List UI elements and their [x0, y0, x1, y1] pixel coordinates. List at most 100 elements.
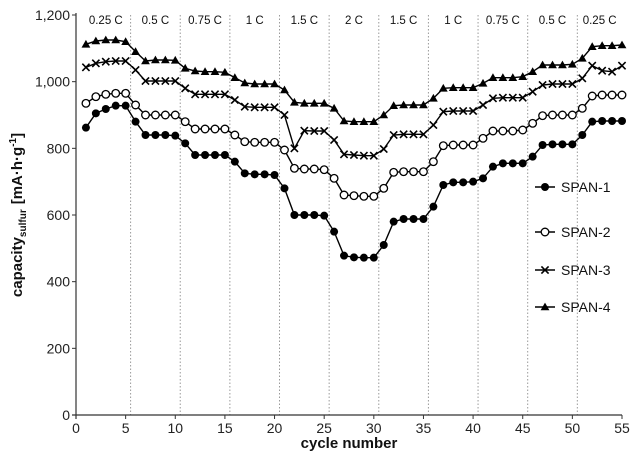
data-point [389, 130, 398, 140]
data-point [349, 253, 358, 262]
data-point [597, 41, 607, 49]
data-point [478, 78, 488, 87]
y-axis-title-superscript: -1 [8, 137, 19, 146]
data-point [200, 67, 210, 75]
data-point [488, 126, 498, 136]
x-tick-label: 55 [614, 420, 630, 436]
x-axis-title: cycle number [301, 435, 398, 452]
data-point [409, 100, 418, 109]
legend-item: SPAN-2 [535, 224, 611, 240]
data-point [171, 131, 180, 140]
data-point [479, 174, 488, 183]
data-point [458, 83, 468, 91]
x-tick-label: 20 [267, 420, 283, 436]
data-point [598, 117, 607, 125]
legend-marker [540, 227, 550, 237]
y-tick-label: 1,200 [35, 7, 70, 23]
data-point [121, 101, 130, 110]
data-point [171, 76, 180, 86]
data-point [577, 103, 587, 113]
data-point [578, 131, 587, 139]
data-point [548, 60, 557, 69]
data-point [449, 178, 458, 187]
data-point [528, 118, 538, 128]
data-point [488, 162, 497, 171]
data-point [349, 150, 359, 160]
series-span-3 [81, 56, 627, 160]
c-rate-label: 0.75 C [188, 15, 222, 27]
data-point [150, 110, 160, 120]
data-point [121, 37, 131, 45]
data-point [508, 73, 518, 81]
data-point [349, 191, 359, 201]
data-point [91, 109, 100, 118]
data-point [121, 88, 131, 98]
data-point [289, 163, 299, 173]
data-point [320, 126, 329, 136]
legend: SPAN-1 SPAN-2 SPAN-3 SPAN-4 [535, 179, 611, 315]
data-point [498, 73, 508, 81]
data-point [330, 227, 339, 236]
c-rate-labels: 0.25 C 0.5 C 0.75 C 1 C 1.5 C 2 C 1.5 C 1 C 0.75… [89, 15, 617, 27]
c-rate-label: 0.25 C [89, 15, 123, 27]
data-point [220, 90, 230, 99]
c-rate-label: 0.5 C [539, 15, 567, 27]
y-tick-label: 600 [47, 207, 71, 223]
data-point [200, 124, 210, 134]
data-point [607, 67, 617, 76]
data-point [101, 105, 110, 113]
data-point [438, 141, 448, 151]
data-point [81, 123, 90, 132]
data-point [548, 140, 557, 149]
data-point [320, 211, 329, 220]
data-point [210, 124, 220, 134]
data-point [399, 215, 408, 223]
data-point [419, 100, 428, 109]
data-point [379, 183, 389, 193]
series-line [85, 104, 622, 259]
data-point [151, 76, 160, 86]
data-point [260, 103, 269, 112]
legend-label: SPAN-3 [561, 262, 611, 278]
data-point [111, 88, 121, 98]
data-point [101, 89, 111, 99]
y-tick-label: 200 [47, 340, 71, 356]
legend-label: SPAN-1 [561, 179, 611, 195]
data-point [230, 95, 240, 105]
y-axis-title-unit: [mA·h·g [9, 147, 26, 204]
data-point [567, 110, 577, 120]
data-point [558, 60, 567, 69]
data-point [399, 167, 409, 177]
c-rate-label: 1 C [444, 15, 462, 27]
y-tick-label: 400 [47, 274, 71, 290]
x-tick-label: 30 [366, 420, 382, 436]
data-point [190, 124, 200, 134]
data-point [379, 241, 388, 249]
data-point [429, 120, 438, 130]
data-point [141, 76, 150, 86]
c-rate-label: 1.5 C [390, 15, 418, 27]
series-span-4 [81, 35, 627, 125]
data-point [319, 165, 329, 175]
data-point [498, 126, 508, 136]
data-point [300, 211, 309, 219]
data-point [91, 59, 101, 68]
c-rate-label: 1 C [246, 15, 264, 27]
data-point [131, 117, 140, 126]
data-point [469, 177, 478, 186]
data-point [349, 117, 359, 125]
data-point [419, 130, 428, 139]
data-point [518, 159, 527, 168]
data-point [299, 164, 309, 174]
data-point [220, 151, 229, 159]
x-tick-label: 35 [416, 420, 432, 436]
data-point [597, 90, 607, 100]
data-point [389, 101, 399, 109]
data-point [230, 73, 240, 81]
data-point [181, 139, 190, 148]
data-point [220, 124, 230, 134]
data-point [230, 157, 239, 166]
data-point [340, 251, 349, 260]
data-point [389, 217, 398, 226]
